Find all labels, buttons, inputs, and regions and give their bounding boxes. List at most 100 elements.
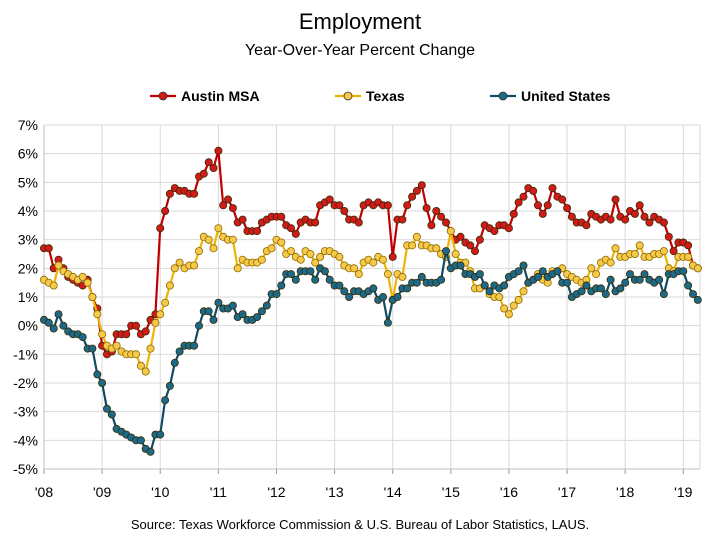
data-point <box>161 298 170 307</box>
data-point <box>204 158 213 167</box>
data-point <box>209 163 218 172</box>
data-point <box>175 258 184 267</box>
data-point <box>519 192 528 201</box>
y-tick-label: 0% <box>18 318 38 334</box>
data-point <box>514 295 523 304</box>
data-point <box>88 292 97 301</box>
data-point <box>93 310 102 319</box>
legend-item: United States <box>490 88 611 104</box>
data-point <box>136 436 145 445</box>
data-point <box>253 313 262 322</box>
data-point <box>611 195 620 204</box>
data-point <box>563 278 572 287</box>
x-tick-label: '12 <box>267 484 285 500</box>
data-point <box>335 281 344 290</box>
y-tick-label: 1% <box>18 289 38 305</box>
x-tick-label: '14 <box>384 484 402 500</box>
data-point <box>228 204 237 213</box>
data-point <box>495 292 504 301</box>
data-point <box>146 344 155 353</box>
data-point <box>190 341 199 350</box>
data-point <box>146 447 155 456</box>
data-point <box>408 241 417 250</box>
legend-label: Austin MSA <box>181 88 260 104</box>
data-point <box>165 189 174 198</box>
data-point <box>577 287 586 296</box>
data-point <box>611 244 620 253</box>
data-point <box>209 244 218 253</box>
x-tick-label: '17 <box>558 484 576 500</box>
data-point <box>286 247 295 256</box>
y-tick-label: -4% <box>13 432 38 448</box>
data-point <box>587 264 596 273</box>
data-point <box>214 146 223 155</box>
data-point <box>311 275 320 284</box>
data-point <box>383 318 392 327</box>
data-point <box>519 261 528 270</box>
data-point <box>403 201 412 210</box>
x-tick-label: '11 <box>210 484 227 500</box>
series-line <box>43 250 699 453</box>
data-point <box>684 281 693 290</box>
data-point <box>78 272 87 281</box>
data-point <box>194 321 203 330</box>
legend-marker <box>498 91 508 101</box>
data-point <box>432 244 441 253</box>
x-tick-label: '08 <box>35 484 53 500</box>
x-tick-label: '09 <box>93 484 111 500</box>
data-point <box>504 224 513 233</box>
data-point <box>49 324 58 333</box>
data-point <box>664 232 673 241</box>
data-point <box>500 281 509 290</box>
data-point <box>156 224 165 233</box>
data-point <box>630 209 639 218</box>
data-point <box>103 404 112 413</box>
data-point <box>432 206 441 215</box>
data-point <box>659 247 668 256</box>
data-point <box>563 204 572 213</box>
data-point <box>286 270 295 279</box>
data-point <box>679 267 688 276</box>
data-point <box>49 281 58 290</box>
data-point <box>635 241 644 250</box>
data-point <box>98 330 107 339</box>
data-point <box>253 227 262 236</box>
data-point <box>345 292 354 301</box>
data-point <box>156 310 165 319</box>
data-point <box>354 270 363 279</box>
data-point <box>582 281 591 290</box>
data-point <box>369 258 378 267</box>
data-point <box>475 235 484 244</box>
data-point <box>204 235 213 244</box>
data-point <box>59 321 68 330</box>
data-point <box>509 209 518 218</box>
data-point <box>44 318 53 327</box>
data-point <box>44 244 53 253</box>
data-point <box>621 215 630 224</box>
x-tick-label: '15 <box>442 484 460 500</box>
data-point <box>417 272 426 281</box>
data-point <box>349 264 358 273</box>
series-austin-msa <box>40 146 702 359</box>
data-point <box>480 281 489 290</box>
data-point <box>684 241 693 250</box>
data-point <box>325 275 334 284</box>
data-point <box>466 241 475 250</box>
data-point <box>659 290 668 299</box>
data-point <box>470 247 479 256</box>
data-point <box>597 284 606 293</box>
data-point <box>534 272 543 281</box>
data-point <box>500 304 509 313</box>
legend: Austin MSA Texas United States <box>150 88 611 104</box>
data-point <box>88 344 97 353</box>
data-point <box>131 321 140 330</box>
data-point <box>534 201 543 210</box>
x-tick-label: '18 <box>616 484 634 500</box>
data-point <box>621 278 630 287</box>
data-point <box>655 275 664 284</box>
data-point <box>485 287 494 296</box>
data-point <box>475 270 484 279</box>
data-point <box>320 267 329 276</box>
data-point <box>456 261 465 270</box>
